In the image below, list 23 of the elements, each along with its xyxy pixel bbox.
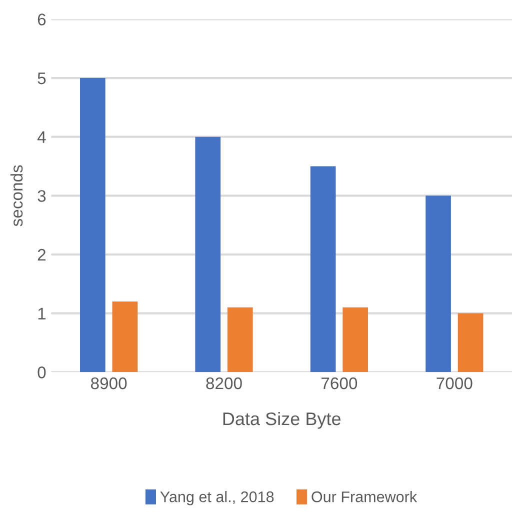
y-tick-label: 0 (38, 366, 46, 378)
y-axis-title: seconds (10, 165, 23, 226)
legend-label: Yang et al., 2018 (160, 491, 274, 506)
bar (426, 196, 451, 372)
y-tick-label: 6 (38, 14, 46, 26)
bar (80, 78, 106, 372)
y-tick-label: 2 (38, 248, 46, 261)
bar (342, 307, 368, 372)
y-tick-label: 3 (38, 190, 46, 202)
bar (310, 166, 336, 372)
y-tick-label: 4 (37, 131, 46, 143)
bar (227, 307, 253, 372)
x-tick-label: 7000 (436, 377, 472, 390)
x-tick-label: 8900 (90, 377, 127, 390)
bar (195, 136, 221, 372)
bar (112, 302, 138, 372)
y-tick-label: 1 (38, 308, 46, 320)
x-tick-label: 7600 (322, 377, 358, 390)
legend-label: Our Framework (312, 491, 418, 502)
y-tick-label: 5 (38, 72, 46, 84)
bar (458, 313, 484, 372)
x-tick-label: 8200 (206, 377, 242, 390)
x-axis-title: Data Size Byte (223, 412, 341, 429)
